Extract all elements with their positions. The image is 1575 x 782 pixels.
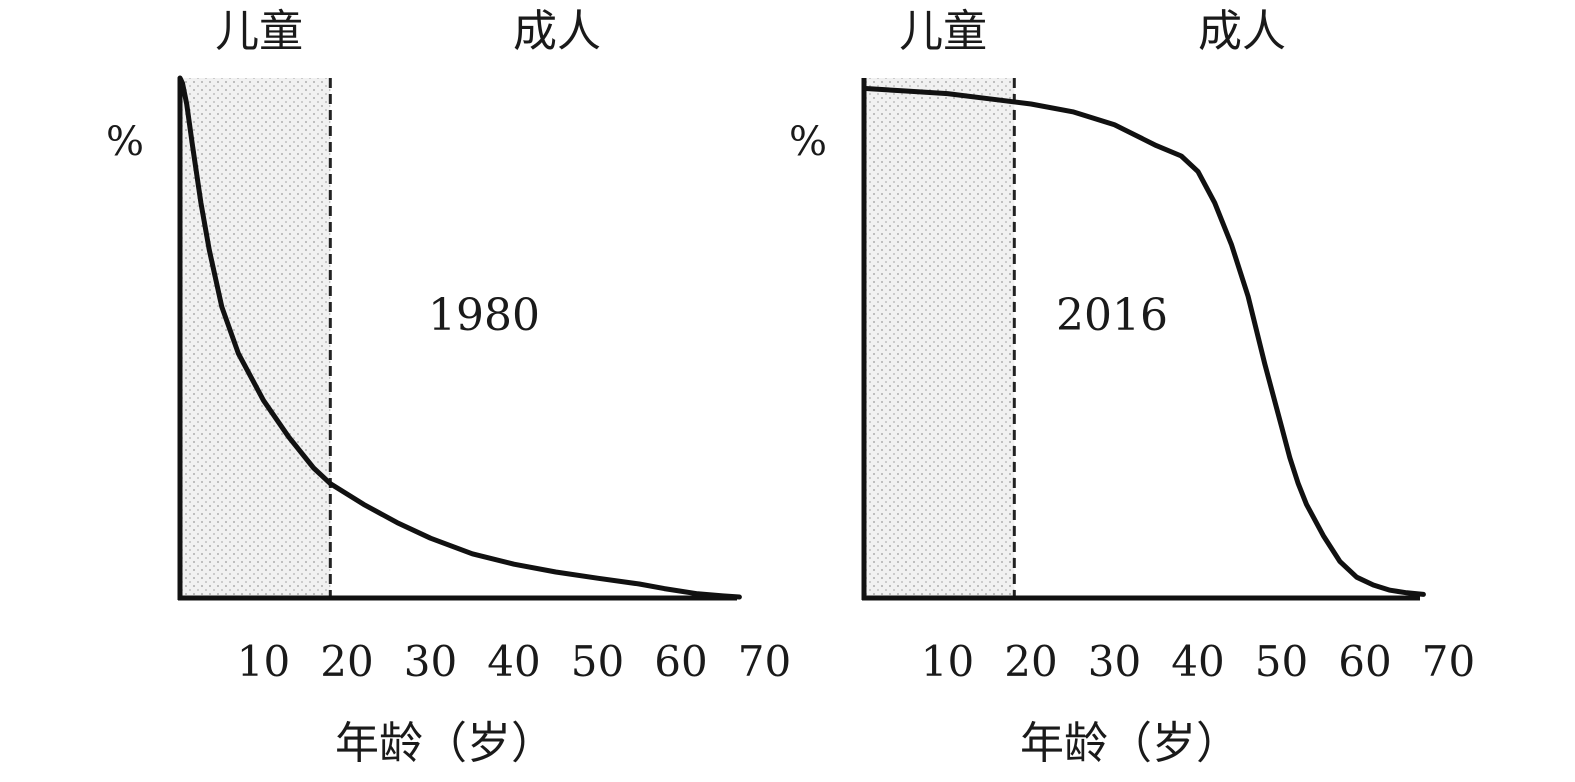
- x-tick-label: 20: [1004, 637, 1057, 686]
- x-tick-label: 50: [571, 637, 624, 686]
- x-tick-label: 40: [487, 637, 540, 686]
- series-line: [177, 75, 742, 600]
- x-tick-label: 70: [1422, 637, 1475, 686]
- chart-panel-2016: 10 20 30 40 50 60 70 儿童 成人 % 2016 年龄（岁）: [789, 6, 1475, 769]
- region-label-children: 儿童: [215, 6, 303, 57]
- year-annotation: 1980: [428, 290, 540, 341]
- x-tick-labels: 10 20 30 40 50 60 70: [237, 637, 791, 686]
- year-annotation: 2016: [1056, 290, 1168, 341]
- region-label-children: 儿童: [899, 6, 987, 57]
- x-tick-label: 60: [654, 637, 707, 686]
- y-axis-label: %: [789, 119, 827, 165]
- x-tick-label: 20: [320, 637, 373, 686]
- x-tick-label: 40: [1171, 637, 1224, 686]
- y-axis-label: %: [106, 119, 144, 165]
- x-tick-label: 10: [921, 637, 974, 686]
- region-label-adults: 成人: [513, 6, 601, 57]
- child-region-shading: [180, 78, 331, 598]
- x-tick-label: 10: [237, 637, 290, 686]
- x-axis-label: 年龄（岁）: [1020, 718, 1240, 769]
- x-tick-label: 60: [1338, 637, 1391, 686]
- x-axis-label: 年龄（岁）: [335, 718, 555, 769]
- region-label-adults: 成人: [1198, 6, 1286, 57]
- x-tick-label: 70: [738, 637, 791, 686]
- x-tick-label: 30: [404, 637, 457, 686]
- child-region-shading: [864, 78, 1015, 598]
- x-tick-label: 30: [1088, 637, 1141, 686]
- x-tick-labels: 10 20 30 40 50 60 70: [921, 637, 1475, 686]
- chart-panel-1980: 10 20 30 40 50 60 70 儿童 成人 % 1980 年龄（岁）: [106, 6, 791, 769]
- x-tick-label: 50: [1255, 637, 1308, 686]
- series-line: [861, 85, 1426, 597]
